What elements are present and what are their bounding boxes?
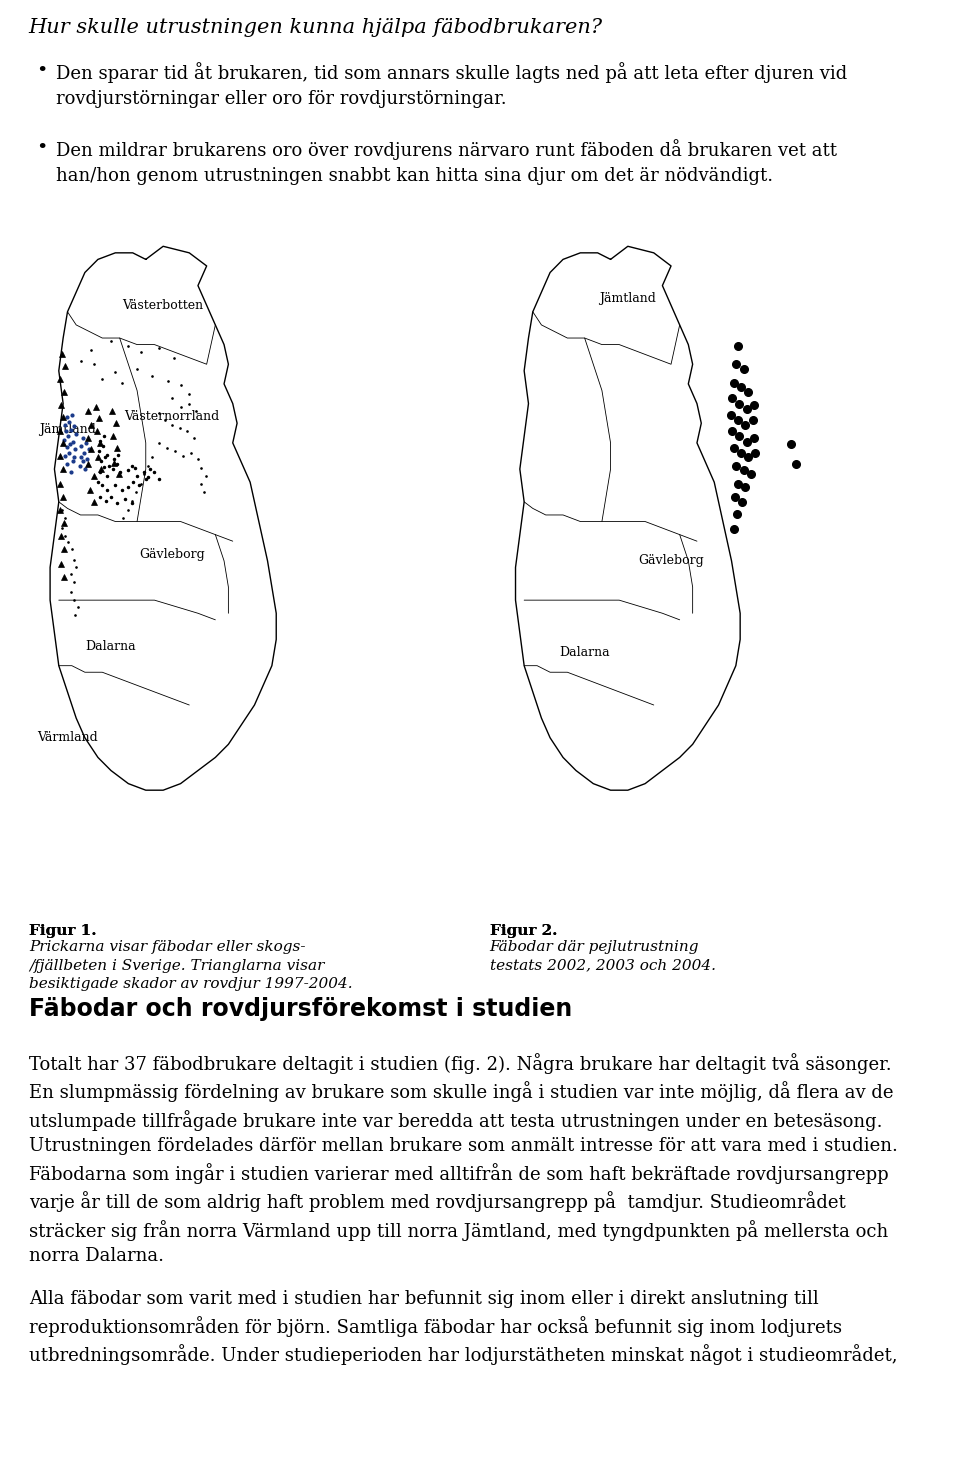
Text: Gävleborg: Gävleborg bbox=[638, 554, 704, 567]
Text: Gävleborg: Gävleborg bbox=[139, 548, 204, 561]
Text: Dalarna: Dalarna bbox=[85, 639, 136, 652]
Text: Figur 1.: Figur 1. bbox=[29, 924, 96, 938]
Text: Den mildrar brukarens oro över rovdjurens närvaro runt fäboden då brukaren vet a: Den mildrar brukarens oro över rovdjuren… bbox=[56, 139, 837, 185]
Text: Dalarna: Dalarna bbox=[560, 647, 610, 660]
Text: Den sparar tid åt brukaren, tid som annars skulle lagts ned på att leta efter dj: Den sparar tid åt brukaren, tid som anna… bbox=[56, 62, 847, 107]
Text: •: • bbox=[36, 62, 48, 79]
Text: Västerbotten: Västerbotten bbox=[123, 299, 204, 312]
Text: Jämtland: Jämtland bbox=[39, 424, 96, 437]
Text: •: • bbox=[36, 139, 48, 157]
Text: Fäbodar där pejlutrustning
testats 2002, 2003 och 2004.: Fäbodar där pejlutrustning testats 2002,… bbox=[490, 940, 715, 972]
Text: Hur skulle utrustningen kunna hjälpa fäbodbrukaren?: Hur skulle utrustningen kunna hjälpa fäb… bbox=[29, 18, 603, 37]
Text: Prickarna visar fäbodar eller skogs-
/fjällbeten i Sverige. Trianglarna visar
be: Prickarna visar fäbodar eller skogs- /fj… bbox=[29, 940, 352, 991]
Text: Figur 1.: Figur 1. bbox=[29, 924, 96, 938]
Text: Alla fäbodar som varit med i studien har befunnit sig inom eller i direkt anslut: Alla fäbodar som varit med i studien har… bbox=[29, 1290, 898, 1365]
Text: Fäbodar och rovdjursförekomst i studien: Fäbodar och rovdjursförekomst i studien bbox=[29, 997, 572, 1020]
Text: Figur 2.: Figur 2. bbox=[490, 924, 557, 938]
Text: Västernorrland: Västernorrland bbox=[124, 410, 220, 424]
Text: Totalt har 37 fäbodbrukare deltagit i studien (fig. 2). Några brukare har deltag: Totalt har 37 fäbodbrukare deltagit i st… bbox=[29, 1053, 898, 1265]
Text: Jämtland: Jämtland bbox=[599, 292, 657, 305]
Text: Värmland: Värmland bbox=[37, 732, 98, 745]
Text: Figur 2.: Figur 2. bbox=[490, 924, 557, 938]
